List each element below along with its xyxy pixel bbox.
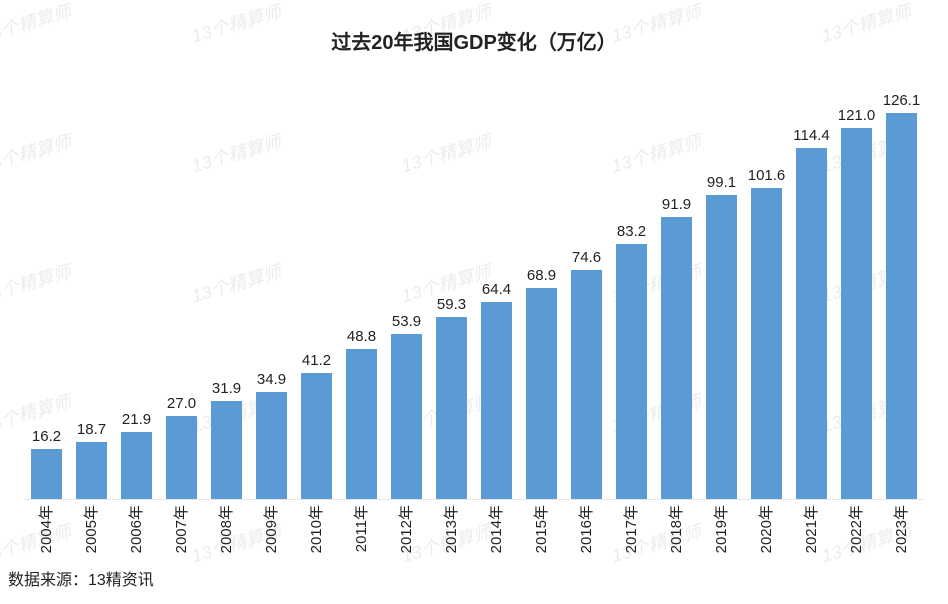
bar-slot: 16.22004年 bbox=[24, 70, 69, 499]
bar-value-label: 101.6 bbox=[748, 167, 786, 184]
bars-container: 16.22004年18.72005年21.92006年27.02007年31.9… bbox=[24, 70, 924, 500]
bar-slot: 59.32013年 bbox=[429, 70, 474, 499]
bar-slot: 41.22010年 bbox=[294, 70, 339, 499]
bar-value-label: 68.9 bbox=[527, 267, 556, 284]
bar-slot: 21.92006年 bbox=[114, 70, 159, 499]
x-axis-label: 2010年 bbox=[305, 505, 326, 553]
data-source: 数据来源：13精资讯 bbox=[8, 566, 154, 590]
x-axis-label: 2012年 bbox=[395, 505, 416, 553]
bar-value-label: 114.4 bbox=[793, 127, 829, 144]
bar-value-label: 59.3 bbox=[437, 296, 466, 313]
bar bbox=[526, 288, 557, 499]
bar-value-label: 74.6 bbox=[572, 249, 601, 266]
bar bbox=[166, 416, 197, 499]
bar bbox=[31, 449, 62, 499]
bar-slot: 126.12023年 bbox=[879, 70, 924, 499]
bar-value-label: 121.0 bbox=[838, 107, 876, 124]
x-axis-label: 2019年 bbox=[710, 505, 731, 553]
bar-slot: 64.42014年 bbox=[474, 70, 519, 499]
x-axis-label: 2008年 bbox=[215, 505, 236, 553]
plot-area: 16.22004年18.72005年21.92006年27.02007年31.9… bbox=[24, 70, 924, 500]
x-axis-label: 2022年 bbox=[845, 505, 866, 553]
x-axis-label: 2016年 bbox=[575, 505, 596, 553]
bar bbox=[346, 349, 377, 499]
bar-value-label: 83.2 bbox=[617, 223, 646, 240]
chart-title: 过去20年我国GDP变化（万亿） bbox=[0, 26, 948, 55]
bar bbox=[436, 317, 467, 499]
bar-slot: 114.42021年 bbox=[789, 70, 834, 499]
bar bbox=[121, 432, 152, 499]
x-axis-label: 2013年 bbox=[440, 505, 461, 553]
bar-slot: 48.82011年 bbox=[339, 70, 384, 499]
x-axis-label: 2015年 bbox=[530, 505, 551, 553]
bar-slot: 27.02007年 bbox=[159, 70, 204, 499]
x-axis-label: 2023年 bbox=[890, 505, 911, 553]
x-axis-label: 2004年 bbox=[35, 505, 56, 553]
bar-slot: 68.92015年 bbox=[519, 70, 564, 499]
x-axis-label: 2018年 bbox=[665, 505, 686, 553]
bar-slot: 99.12019年 bbox=[699, 70, 744, 499]
bar-slot: 53.92012年 bbox=[384, 70, 429, 499]
bar bbox=[256, 392, 287, 499]
bar-slot: 121.02022年 bbox=[834, 70, 879, 499]
x-axis-label: 2011年 bbox=[350, 505, 371, 552]
x-axis-label: 2009年 bbox=[260, 505, 281, 553]
bar bbox=[751, 188, 782, 499]
bar-slot: 74.62016年 bbox=[564, 70, 609, 499]
bar-value-label: 34.9 bbox=[257, 371, 286, 388]
bar bbox=[796, 148, 827, 499]
bar bbox=[841, 128, 872, 499]
bar-value-label: 16.2 bbox=[32, 428, 61, 445]
x-axis-label: 2017年 bbox=[620, 505, 641, 553]
x-axis-label: 2006年 bbox=[125, 505, 146, 553]
bar bbox=[571, 270, 602, 499]
bar-slot: 31.92008年 bbox=[204, 70, 249, 499]
bar bbox=[706, 195, 737, 499]
bar bbox=[391, 334, 422, 499]
bar-value-label: 21.9 bbox=[122, 411, 151, 428]
bar-value-label: 27.0 bbox=[167, 395, 196, 412]
x-axis-label: 2005年 bbox=[80, 505, 101, 553]
bar bbox=[76, 442, 107, 499]
x-axis-label: 2007年 bbox=[170, 505, 191, 553]
bar-value-label: 91.9 bbox=[662, 196, 691, 213]
x-axis-label: 2021年 bbox=[800, 505, 821, 553]
bar bbox=[886, 113, 917, 499]
bar-slot: 34.92009年 bbox=[249, 70, 294, 499]
bar bbox=[211, 401, 242, 499]
bar-value-label: 99.1 bbox=[707, 174, 736, 191]
bar-value-label: 64.4 bbox=[482, 281, 511, 298]
bar bbox=[661, 217, 692, 499]
bar bbox=[481, 302, 512, 499]
bar-slot: 101.62020年 bbox=[744, 70, 789, 499]
bar-value-label: 53.9 bbox=[392, 313, 421, 330]
x-axis-label: 2014年 bbox=[485, 505, 506, 553]
chart-root: 13个精算师13个精算师13个精算师13个精算师13个精算师13个精算师13个精… bbox=[0, 0, 948, 604]
bar-value-label: 31.9 bbox=[212, 380, 241, 397]
bar-value-label: 41.2 bbox=[302, 352, 331, 369]
bar-slot: 83.22017年 bbox=[609, 70, 654, 499]
x-axis-label: 2020年 bbox=[755, 505, 776, 553]
bar-slot: 18.72005年 bbox=[69, 70, 114, 499]
bar bbox=[301, 373, 332, 499]
bar-value-label: 48.8 bbox=[347, 328, 376, 345]
bar bbox=[616, 244, 647, 499]
bar-value-label: 126.1 bbox=[883, 92, 921, 109]
bar-value-label: 18.7 bbox=[77, 421, 106, 438]
bar-slot: 91.92018年 bbox=[654, 70, 699, 499]
